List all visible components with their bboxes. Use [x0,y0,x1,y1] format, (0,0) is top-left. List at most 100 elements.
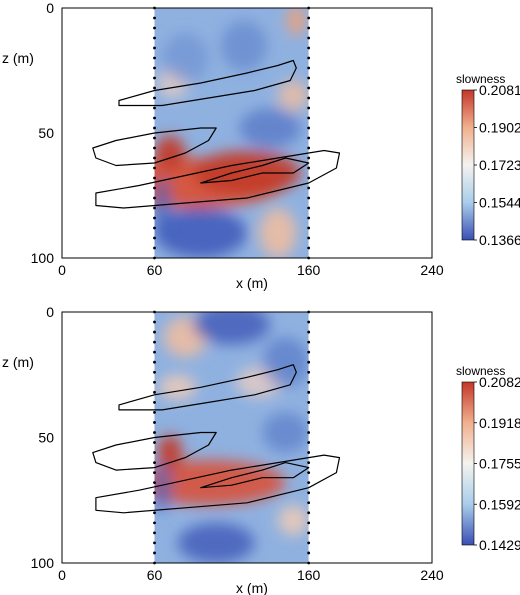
y-tick-label: 100 [31,250,55,266]
receiver-dot [153,226,156,230]
receiver-dot [307,340,311,344]
receiver-dot [153,310,156,314]
colorbar-title: slowness [456,72,505,86]
receiver-dot [153,340,156,344]
slowness-blob [259,208,297,258]
receiver-dot [307,226,311,230]
receiver-dot [153,136,156,140]
slowness-blob [159,374,197,400]
x-tick-label: 160 [297,567,321,583]
slowness-blob [287,8,306,36]
colorbar-tick-label: 0.17238 [479,157,520,173]
y-tick-label: 100 [31,555,55,571]
receiver-dot [153,350,156,354]
receiver-dot [153,370,156,374]
receiver-column-1 [153,310,156,565]
receiver-dot [153,411,156,414]
receiver-dot [307,521,311,525]
colorbar-tick-label: 0.19189 [479,415,520,431]
receiver-dot [153,116,156,120]
receiver-dot [153,360,156,364]
x-axis-label: x (m) [236,275,268,291]
receiver-dot [153,330,156,334]
y-tick-label: 0 [46,304,54,320]
receiver-dot [307,156,311,160]
y-axis-label: z (m) [2,354,34,370]
receiver-dot [307,206,311,210]
receiver-dot [153,441,156,444]
receiver-dot [307,551,311,555]
receiver-dot [307,411,311,414]
receiver-dot [153,66,156,70]
receiver-column-2 [307,310,311,565]
receiver-dot [153,6,156,10]
anomaly-outline-3 [95,454,341,514]
receiver-dot [153,531,156,535]
receiver-dot [307,441,311,444]
receiver-dot [307,16,311,20]
receiver-dot [153,511,156,515]
receiver-dot [153,541,156,545]
receiver-dot [153,86,156,90]
receiver-dot [307,186,311,190]
receiver-dot [153,451,156,454]
receiver-dot [153,56,156,60]
colorbar-tick-label: 0.19026 [479,120,520,136]
x-tick-label: 160 [297,262,321,278]
anomaly-outline-4 [200,157,310,184]
colorbar-title: slowness [456,364,505,378]
receiver-dot [307,400,311,404]
receiver-dot [153,491,156,495]
x-tick-label: 0 [58,567,66,583]
receiver-dot [307,541,311,545]
x-tick-label: 240 [420,262,444,278]
receiver-dot [307,236,311,240]
slowness-blob [277,505,309,536]
receiver-dot [153,471,156,475]
slowness-blob [177,522,255,563]
receiver-dot [307,166,311,170]
receiver-dot [153,561,156,565]
receiver-dot [307,66,311,70]
receiver-dot [307,471,311,475]
receiver-dot [307,96,311,100]
receiver-dot [153,551,156,555]
receiver-dot [153,196,156,200]
receiver-dot [307,46,311,50]
receiver-dot [307,380,311,384]
x-tick-label: 60 [147,262,163,278]
receiver-dot [307,330,311,334]
slowness-field [154,312,309,563]
slowness-blob [220,20,268,71]
receiver-dot [153,146,156,150]
receiver-dot [153,36,156,40]
receiver-dot [307,350,311,354]
receiver-dot [307,451,311,454]
receiver-dot [307,310,311,314]
anomaly-outline-4 [200,462,310,489]
x-tick-label: 240 [420,567,444,583]
slowness-blob [154,178,172,238]
receiver-dot [307,256,311,260]
anomaly-outline-3 [95,149,341,209]
slowness-blob [262,412,309,453]
receiver-dot [307,390,311,394]
receiver-dot [153,390,156,394]
slowness-blob [154,460,286,506]
receiver-dot [153,421,156,424]
anomaly-outline-1 [118,364,297,411]
receiver-dot [307,501,311,505]
x-tick-label: 0 [58,262,66,278]
receiver-dot [153,76,156,80]
receiver-dot [307,481,311,485]
receiver-dot [153,96,156,100]
receiver-dot [153,461,156,464]
receiver-dot [153,186,156,190]
receiver-dot [153,206,156,210]
y-tick-label: 50 [38,125,54,141]
receiver-dot [307,511,311,515]
receiver-dot [307,126,311,130]
